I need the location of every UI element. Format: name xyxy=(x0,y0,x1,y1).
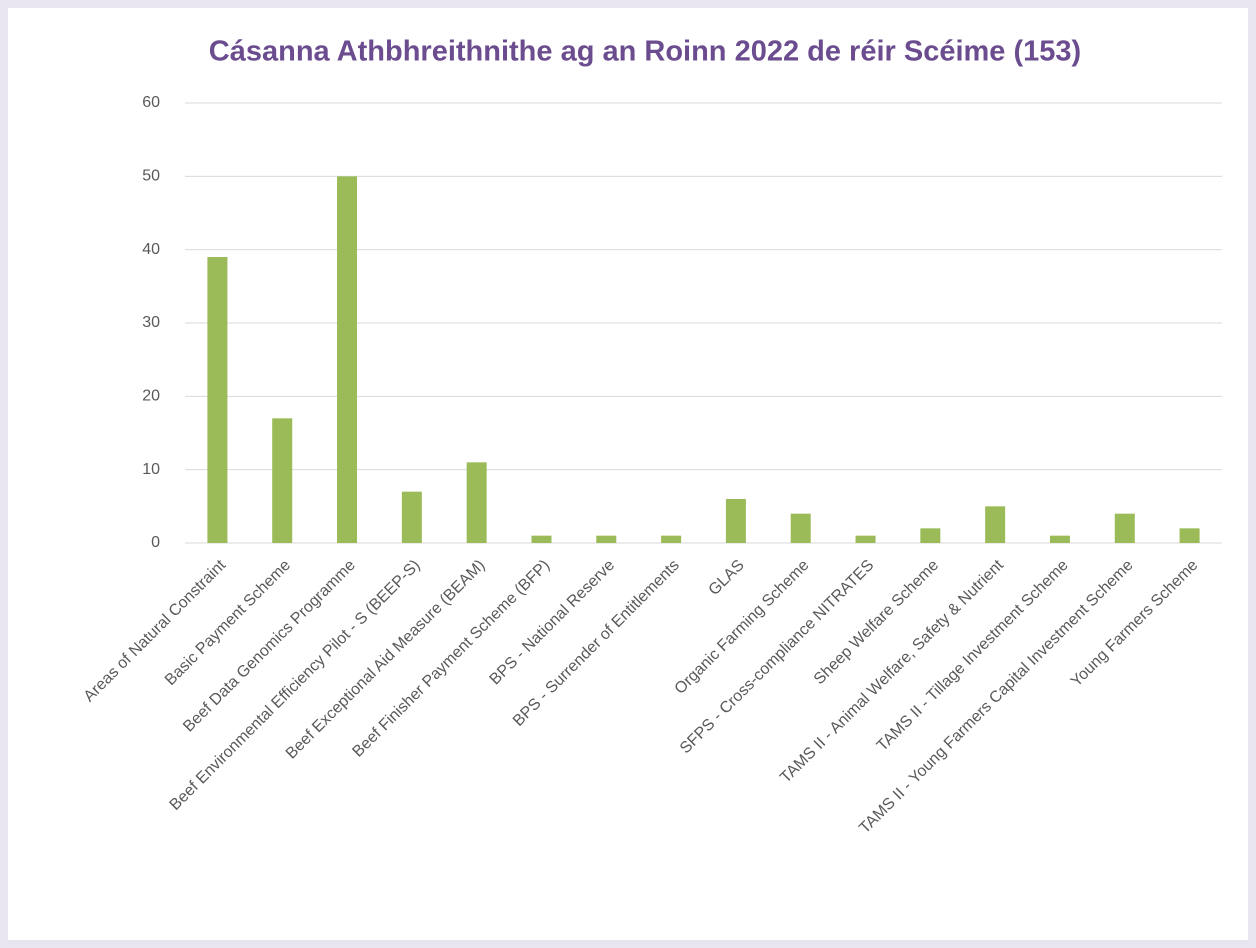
y-tick-label: 30 xyxy=(142,314,160,331)
chart-panel xyxy=(8,8,1248,940)
bar xyxy=(207,257,228,543)
bar xyxy=(272,418,293,543)
bar xyxy=(466,462,487,543)
bar xyxy=(1179,528,1200,543)
y-tick-label: 0 xyxy=(151,534,160,551)
y-tick-label: 60 xyxy=(142,94,160,111)
bar xyxy=(596,535,617,543)
y-tick-label: 40 xyxy=(142,241,160,258)
bar xyxy=(985,506,1006,543)
y-tick-label: 50 xyxy=(142,168,160,185)
bar xyxy=(1049,535,1070,543)
bar xyxy=(661,535,682,543)
bar xyxy=(725,499,746,543)
bar xyxy=(337,176,358,544)
y-tick-label: 10 xyxy=(142,461,160,478)
bar xyxy=(790,513,811,543)
y-tick-label: 20 xyxy=(142,388,160,405)
bar xyxy=(855,535,876,543)
bar xyxy=(531,535,552,543)
bar xyxy=(920,528,941,543)
chart-title: Cásanna Athbhreithnithe ag an Roinn 2022… xyxy=(209,36,1081,68)
bar xyxy=(1114,513,1135,543)
bar xyxy=(401,491,422,543)
